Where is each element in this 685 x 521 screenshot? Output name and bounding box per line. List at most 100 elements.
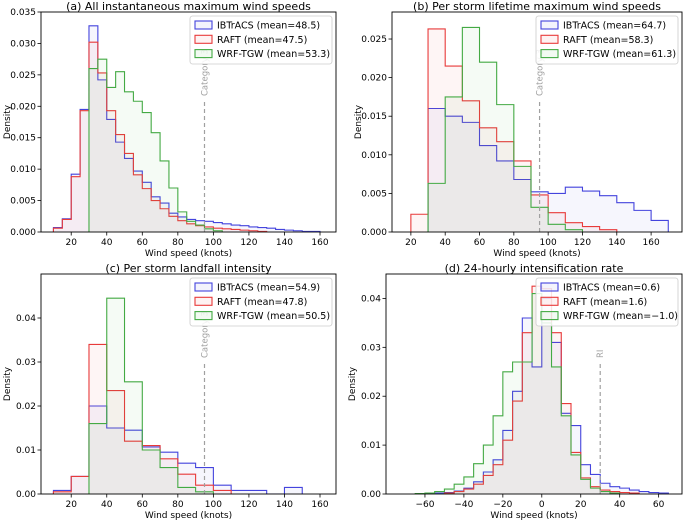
legend-label-raft: RAFT (mean=47.5)	[217, 35, 307, 46]
legend-swatch-raft	[540, 296, 559, 306]
x-tick-label: 80	[172, 238, 184, 248]
series-line-wrftgw	[414, 293, 621, 494]
x-tick-label: 120	[574, 238, 591, 248]
series-fill-raft	[444, 286, 640, 494]
x-tick-label: 40	[101, 238, 113, 248]
y-tick-label: 0.04	[16, 314, 36, 324]
legend-swatch-raft	[540, 34, 559, 44]
panel-2: Category 3 20 40 60 80 100 120 140 160 0.000 0.005…	[354, 0, 683, 259]
y-axis-label: Density	[354, 104, 364, 139]
x-tick-label: 140	[608, 238, 625, 248]
x-tick-label: 0	[539, 500, 545, 510]
legend-swatch-wrftgw	[540, 49, 559, 59]
y-tick-label: 0.015	[10, 134, 36, 144]
x-tick-label: 20	[575, 500, 587, 510]
x-tick-label: 100	[540, 238, 557, 248]
legend-label-ibtracs: IBTrACS (mean=54.9)	[217, 283, 320, 294]
plot-area	[52, 297, 303, 494]
x-tick-label: 40	[101, 500, 113, 510]
x-tick-label: 160	[643, 238, 660, 248]
y-tick-label: 0.025	[361, 35, 387, 45]
legend-box	[535, 15, 679, 65]
y-axis-label: Density	[348, 366, 358, 401]
series-fill-wrftgw	[88, 59, 223, 232]
legend-label-wrftgw: WRF-TGW (mean=50.5)	[217, 311, 330, 322]
x-tick-label: 40	[614, 500, 626, 510]
series-fill-raft	[53, 344, 232, 494]
legend: IBTrACS (mean=0.6) RAFT (mean=1.6) WRF-TGW…	[535, 277, 679, 327]
y-tick-label: 0.010	[361, 151, 387, 161]
series-fill-ibtracs	[424, 298, 669, 494]
axes-frame	[40, 11, 337, 233]
x-tick-label: 60	[474, 238, 486, 248]
y-tick-label: 0.00	[361, 490, 381, 500]
ref-line-label: Category 3	[200, 49, 210, 96]
legend-label-raft: RAFT (mean=1.6)	[563, 297, 647, 308]
legend-label-ibtracs: IBTrACS (mean=48.5)	[217, 21, 320, 32]
legend-swatch-ibtracs	[194, 20, 213, 30]
series-fill-ibtracs	[428, 108, 669, 232]
series-fill-raft	[410, 28, 617, 232]
x-tick-label: 60	[653, 500, 665, 510]
legend: IBTrACS (mean=54.9) RAFT (mean=47.8) WRF-T…	[189, 277, 333, 327]
x-axis-label: Wind speed (knots)	[490, 511, 577, 521]
x-tick-label: 60	[137, 500, 149, 510]
ref-line-label: Category 3	[536, 49, 546, 96]
axes-frame	[385, 273, 683, 495]
series-line-wrftgw	[88, 297, 214, 494]
legend-label-wrftgw: WRF-TGW (mean=53.3)	[217, 49, 330, 60]
legend-label-ibtracs: IBTrACS (mean=64.7)	[563, 21, 666, 32]
x-tick-label: 20	[405, 238, 417, 248]
x-tick-label: −60	[415, 500, 434, 510]
legend-swatch-ibtracs	[540, 282, 559, 292]
legend-label-wrftgw: WRF-TGW (mean=61.3)	[563, 49, 676, 60]
y-tick-label: 0.03	[16, 358, 36, 368]
series-line-ibtracs	[427, 107, 669, 232]
y-tick-label: 0.020	[361, 74, 387, 84]
y-tick-label: 0.00	[16, 490, 36, 500]
y-tick-label: 0.005	[10, 197, 36, 207]
x-tick-label: 100	[205, 238, 222, 248]
series-line-wrftgw	[88, 58, 223, 232]
x-tick-label: 160	[311, 238, 328, 248]
legend-swatch-wrftgw	[540, 311, 559, 321]
y-tick-label: 0.01	[16, 446, 36, 456]
legend-swatch-raft	[194, 296, 213, 306]
y-tick-label: 0.000	[361, 228, 387, 238]
legend-swatch-wrftgw	[194, 49, 213, 59]
y-tick-label: 0.02	[16, 402, 36, 412]
x-tick-label: 140	[276, 238, 293, 248]
legend-swatch-wrftgw	[194, 311, 213, 321]
x-tick-label: 140	[276, 500, 293, 510]
series-line-wrftgw	[427, 26, 584, 232]
legend-swatch-ibtracs	[540, 20, 559, 30]
x-axis-label: Wind speed (knots)	[145, 249, 232, 259]
y-axis-label: Density	[3, 366, 13, 401]
x-tick-label: −40	[454, 500, 473, 510]
y-tick-label: 0.005	[361, 189, 387, 199]
legend-box	[189, 277, 333, 327]
panel-title: (b) Per storm lifetime maximum wind spee…	[413, 0, 661, 13]
axes-frame	[40, 273, 337, 495]
panel-title: (a) All instantaneous maximum wind speed…	[66, 0, 311, 13]
series-fill-wrftgw	[415, 293, 620, 494]
y-tick-label: 0.035	[10, 8, 36, 18]
y-tick-label: 0.030	[10, 39, 36, 49]
plot-area	[410, 26, 669, 232]
x-tick-label: 20	[65, 238, 77, 248]
y-tick-label: 0.000	[10, 228, 36, 238]
y-tick-label: 0.025	[10, 71, 36, 81]
x-tick-label: 160	[311, 500, 328, 510]
panel-3: Category 3 20 40 60 80 100 120 140 160 0.00 0.01 0.…	[3, 262, 337, 521]
ref-line-label: RI	[596, 350, 606, 358]
x-tick-label: 80	[172, 500, 184, 510]
x-tick-label: 60	[137, 238, 149, 248]
panel-title: (c) Per storm landfall intensity	[105, 262, 272, 275]
legend-swatch-ibtracs	[194, 282, 213, 292]
legend-box	[189, 15, 333, 65]
ref-line-label: Category 3	[200, 311, 210, 358]
x-tick-label: 40	[439, 238, 451, 248]
x-tick-label: 120	[240, 500, 257, 510]
legend-label-wrftgw: WRF-TGW (mean=−1.0)	[563, 311, 678, 322]
